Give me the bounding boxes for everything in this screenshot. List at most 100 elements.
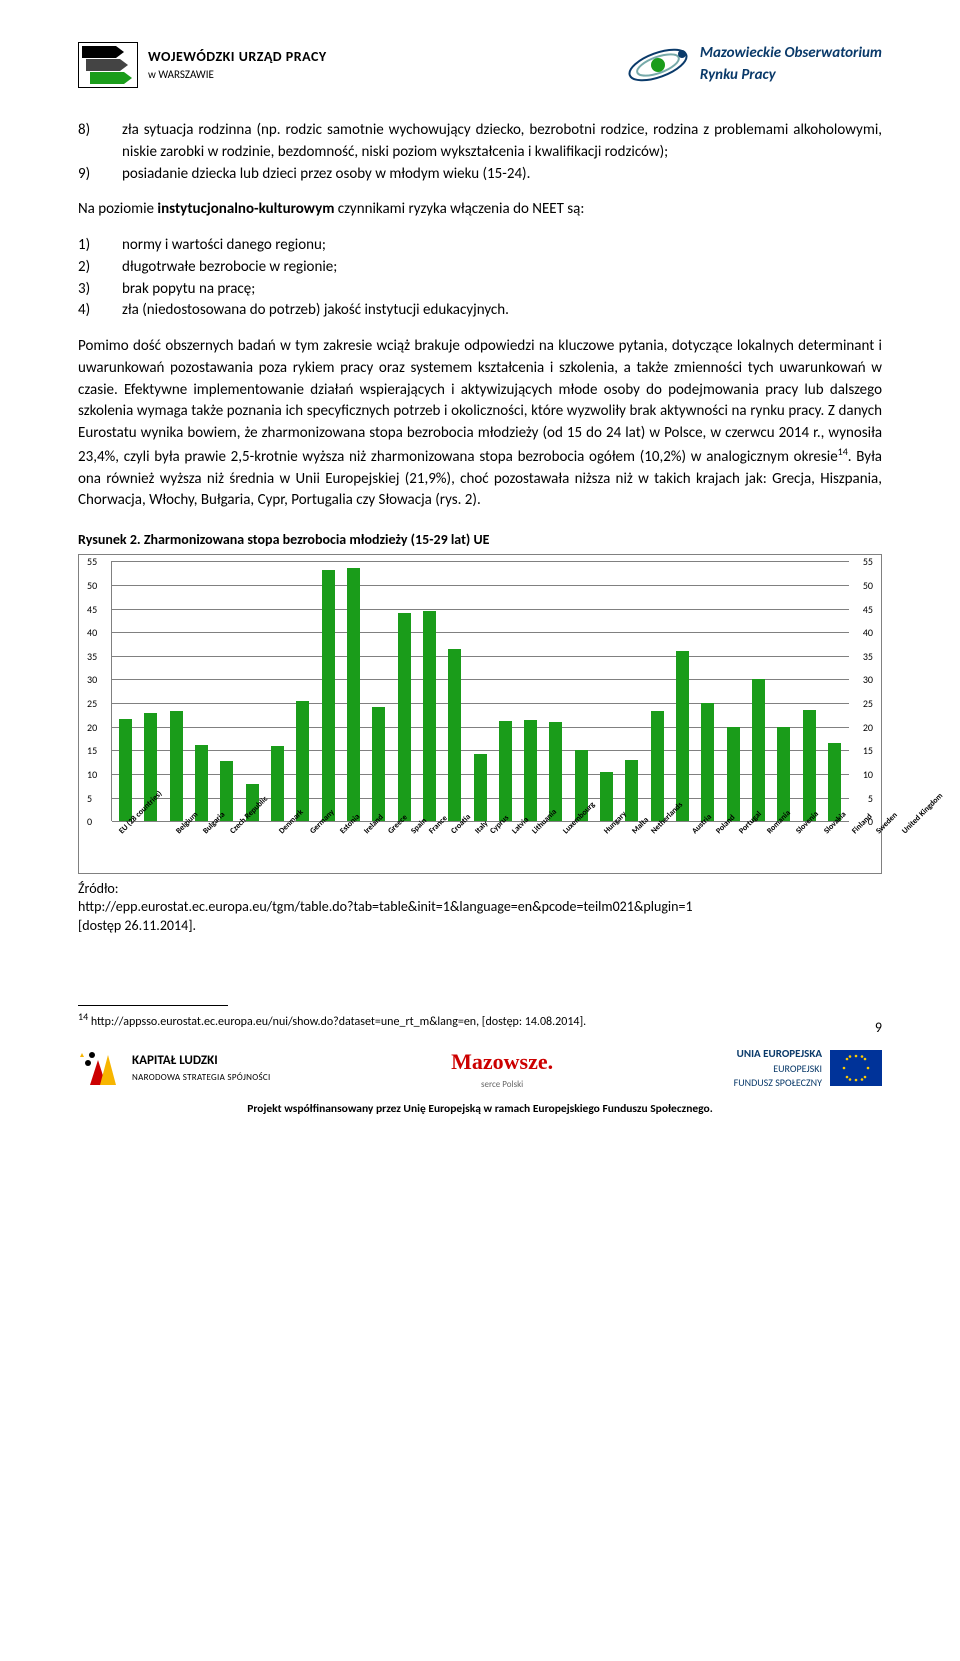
list-num: 2) bbox=[78, 257, 106, 279]
bar bbox=[625, 760, 638, 821]
intro2-bold: instytucjonalno-kulturowym bbox=[157, 200, 334, 218]
y-axis-label-left: 25 bbox=[87, 697, 97, 712]
list-item-8: 8) zła sytuacja rodzinna (np. rodzic sam… bbox=[78, 120, 882, 164]
y-axis-label-left: 30 bbox=[87, 673, 97, 688]
sublist-item-2: 2) długotrwałe bezrobocie w regionie; bbox=[78, 257, 882, 279]
morp-line1: Mazowieckie Obserwatorium bbox=[700, 43, 882, 65]
bar bbox=[727, 727, 740, 822]
bar-slot bbox=[645, 711, 670, 822]
bar bbox=[398, 613, 411, 821]
sublist-item-4: 4) zła (niedostosowana do potrzeb) jakoś… bbox=[78, 300, 882, 322]
main-paragraph: Pomimo dość obszernych badań w tym zakre… bbox=[78, 336, 882, 512]
bar-slot bbox=[771, 727, 796, 822]
y-axis-label-right: 25 bbox=[863, 697, 873, 712]
bar bbox=[372, 707, 385, 821]
bar-slot bbox=[721, 727, 746, 822]
intro-paragraph-2: Na poziomie instytucjonalno-kulturowym c… bbox=[78, 199, 882, 221]
bar-slot bbox=[493, 721, 518, 822]
y-axis-label-left: 20 bbox=[87, 721, 97, 736]
bar bbox=[448, 649, 461, 822]
y-axis-label-right: 35 bbox=[863, 650, 873, 665]
bar bbox=[195, 745, 208, 821]
list-text: normy i wartości danego regionu; bbox=[122, 235, 882, 257]
chart-container: EU (28 countries)BelgiumBulgariaCzech Re… bbox=[78, 554, 882, 874]
wup-title: WOJEWÓDZKI URZĄD PRACY w WARSZAWIE bbox=[148, 47, 327, 83]
list-text: posiadanie dziecka lub dzieci przez osob… bbox=[122, 164, 882, 186]
y-axis-label-left: 55 bbox=[87, 555, 97, 570]
list-num: 3) bbox=[78, 279, 106, 301]
para1-text: Pomimo dość obszernych badań w tym zakre… bbox=[78, 337, 882, 466]
sublist-item-1: 1) normy i wartości danego regionu; bbox=[78, 235, 882, 257]
page: WOJEWÓDZKI URZĄD PRACY w WARSZAWIE Mazow… bbox=[0, 0, 960, 1138]
bar-slot bbox=[746, 679, 771, 821]
y-axis-label-left: 40 bbox=[87, 626, 97, 641]
bar-slot bbox=[417, 611, 442, 821]
bar bbox=[296, 701, 309, 822]
bar bbox=[347, 568, 360, 821]
footer: KAPITAŁ LUDZKI NARODOWA STRATEGIA SPÓJNO… bbox=[78, 1045, 882, 1091]
bar bbox=[752, 679, 765, 821]
kl-line2: NARODOWA STRATEGIA SPÓJNOŚCI bbox=[132, 1071, 271, 1084]
y-axis-label-left: 35 bbox=[87, 650, 97, 665]
header: WOJEWÓDZKI URZĄD PRACY w WARSZAWIE Mazow… bbox=[78, 40, 882, 90]
y-axis-label-right: 10 bbox=[863, 768, 873, 783]
bar bbox=[701, 703, 714, 821]
list-text: brak popytu na pracę; bbox=[122, 279, 882, 301]
y-axis-label-right: 55 bbox=[863, 555, 873, 570]
mazowsze-logo: Mazowsze. serce Polski bbox=[451, 1046, 553, 1091]
bar-slot bbox=[316, 570, 341, 821]
bar-slot bbox=[695, 703, 720, 821]
bar-slot bbox=[543, 722, 568, 821]
bar bbox=[651, 711, 664, 822]
source-label: Źródło: bbox=[78, 880, 119, 897]
bar bbox=[803, 710, 816, 821]
source-block: Źródło: http://epp.eurostat.ec.europa.eu… bbox=[78, 880, 882, 935]
y-axis-label-right: 30 bbox=[863, 673, 873, 688]
bar-slot bbox=[113, 719, 138, 822]
bar-slot bbox=[467, 754, 492, 822]
source-url: http://epp.eurostat.ec.europa.eu/tgm/tab… bbox=[78, 898, 693, 915]
footer-right: UNIA EUROPEJSKA EUROPEJSKI FUNDUSZ SPOŁE… bbox=[734, 1046, 882, 1091]
kapital-ludzki-icon bbox=[78, 1045, 124, 1091]
bar bbox=[676, 651, 689, 821]
footnote-num: 14 bbox=[78, 1010, 88, 1023]
ue-text: UNIA EUROPEJSKA EUROPEJSKI FUNDUSZ SPOŁE… bbox=[734, 1046, 822, 1091]
page-number: 9 bbox=[875, 1018, 882, 1038]
chart-bars bbox=[111, 561, 849, 821]
y-axis-label-left: 0 bbox=[87, 815, 92, 830]
list-num: 8) bbox=[78, 120, 106, 164]
bar-slot bbox=[442, 649, 467, 822]
intro2-pre: Na poziomie bbox=[78, 200, 157, 218]
list-item-9: 9) posiadanie dziecka lub dzieci przez o… bbox=[78, 164, 882, 186]
bar-slot bbox=[796, 710, 821, 821]
bar bbox=[828, 743, 841, 821]
morp-logo-icon bbox=[624, 40, 692, 90]
footnote-separator bbox=[78, 1005, 228, 1006]
bar-slot bbox=[341, 568, 366, 821]
morp-line2: Rynku Pracy bbox=[700, 65, 882, 87]
list-text: zła (niedostosowana do potrzeb) jakość i… bbox=[122, 300, 882, 322]
wup-line1: WOJEWÓDZKI URZĄD PRACY bbox=[148, 47, 327, 67]
bar-slot bbox=[670, 651, 695, 821]
bar bbox=[322, 570, 335, 821]
arrows-logo-icon bbox=[78, 42, 138, 88]
maz-line2: serce Polski bbox=[451, 1078, 553, 1091]
y-axis-label-left: 15 bbox=[87, 744, 97, 759]
bar-slot bbox=[391, 613, 416, 821]
chart-xlabels: EU (28 countries)BelgiumBulgariaCzech Re… bbox=[111, 821, 849, 871]
list-num: 9) bbox=[78, 164, 106, 186]
list-num: 1) bbox=[78, 235, 106, 257]
y-axis-label-left: 45 bbox=[87, 603, 97, 618]
header-left: WOJEWÓDZKI URZĄD PRACY w WARSZAWIE bbox=[78, 42, 327, 88]
footer-left: KAPITAŁ LUDZKI NARODOWA STRATEGIA SPÓJNO… bbox=[78, 1045, 271, 1091]
y-axis-label-left: 5 bbox=[87, 792, 92, 807]
y-axis-label-right: 20 bbox=[863, 721, 873, 736]
ue-line1: UNIA EUROPEJSKA bbox=[734, 1046, 822, 1062]
y-axis-label-right: 50 bbox=[863, 579, 873, 594]
bar bbox=[777, 727, 790, 822]
y-axis-label-left: 50 bbox=[87, 579, 97, 594]
cofinance-text: Projekt współfinansowany przez Unię Euro… bbox=[78, 1101, 882, 1118]
bar bbox=[119, 719, 132, 822]
y-axis-label-right: 5 bbox=[868, 792, 873, 807]
body-text: 8) zła sytuacja rodzinna (np. rodzic sam… bbox=[78, 120, 882, 1031]
